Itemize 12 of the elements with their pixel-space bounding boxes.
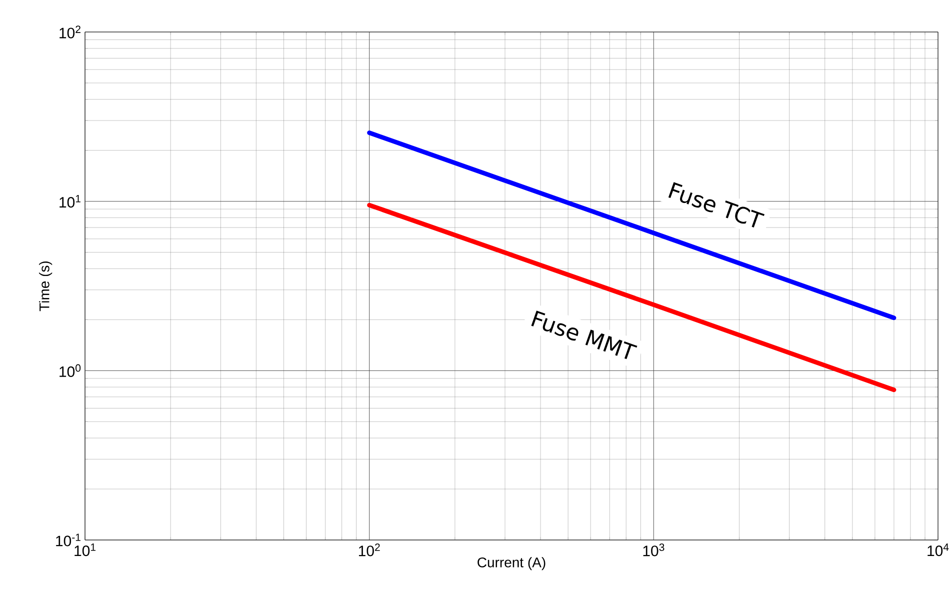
text: Fuse TCT [668, 182, 765, 228]
y-tick-label: 10$^{-1}$ [56, 534, 80, 546]
x-tick-label: 10$^{4}$ [928, 544, 949, 556]
x-tick-label: 10$^{1}$ [74, 544, 96, 556]
x-tick-label: 10$^{3}$ [643, 544, 664, 556]
y-tick-label: 10$^{1}$ [60, 195, 80, 208]
y-axis-title: Time (s) [39, 261, 52, 312]
y-tick-label: 10$^{0}$ [60, 364, 81, 377]
x-axis-title: Current (A) [478, 557, 546, 570]
text: Fuse MMT [531, 310, 638, 360]
x-tick-label: 10$^{2}$ [358, 544, 380, 556]
y-tick-label: 10$^{2}$ [60, 26, 80, 38]
